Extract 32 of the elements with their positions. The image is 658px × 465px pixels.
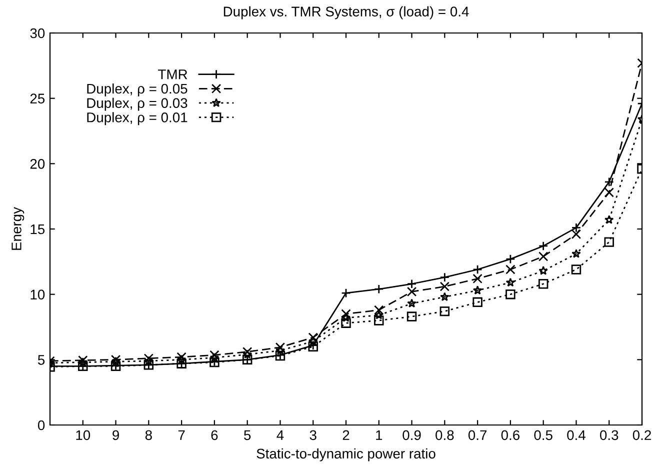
x-tick-label: 0.3 xyxy=(600,430,618,440)
chart-title: Duplex vs. TMR Systems, σ (load) = 0.4 xyxy=(224,6,469,20)
y-tick-label: 10 xyxy=(30,290,45,300)
x-tick-label: 2 xyxy=(342,430,350,440)
x-tick-label: 0.2 xyxy=(632,430,651,440)
y-tick-label: 15 xyxy=(30,224,45,234)
y-tick-label: 25 xyxy=(30,94,45,104)
x-tick-label: 0.7 xyxy=(468,430,487,440)
x-tick-label: 4 xyxy=(276,430,284,440)
x-tick-label: 0.8 xyxy=(436,430,454,440)
x-axis-title: Static-to-dynamic power ratio xyxy=(256,448,436,462)
x-tick-label: 10 xyxy=(76,430,90,440)
x-tick-label: 3 xyxy=(310,430,316,440)
y-tick-label: 0 xyxy=(38,420,45,430)
x-tick-label: 0.9 xyxy=(402,430,421,440)
x-tick-label: 9 xyxy=(112,430,119,440)
x-tick-label: 0.4 xyxy=(567,430,586,440)
x-tick-label: 5 xyxy=(244,430,251,440)
legend-label: Duplex, ρ = 0.05 xyxy=(87,83,188,96)
legend-label: Duplex, ρ = 0.03 xyxy=(87,98,188,111)
legend-label: TMR xyxy=(158,70,188,80)
x-tick-label: 6 xyxy=(211,430,218,440)
x-tick-label: 0.6 xyxy=(501,430,520,440)
legend-label: Duplex, ρ = 0.01 xyxy=(87,112,188,126)
x-tick-label: 1 xyxy=(376,430,382,440)
y-axis-title: Energy xyxy=(12,207,24,250)
y-tick-label: 30 xyxy=(30,28,45,38)
x-tick-label: 8 xyxy=(145,430,152,440)
x-tick-label: 7 xyxy=(178,430,185,440)
x-tick-label: 0.5 xyxy=(534,430,552,440)
y-tick-label: 20 xyxy=(30,159,45,169)
y-tick-label: 5 xyxy=(38,355,45,365)
